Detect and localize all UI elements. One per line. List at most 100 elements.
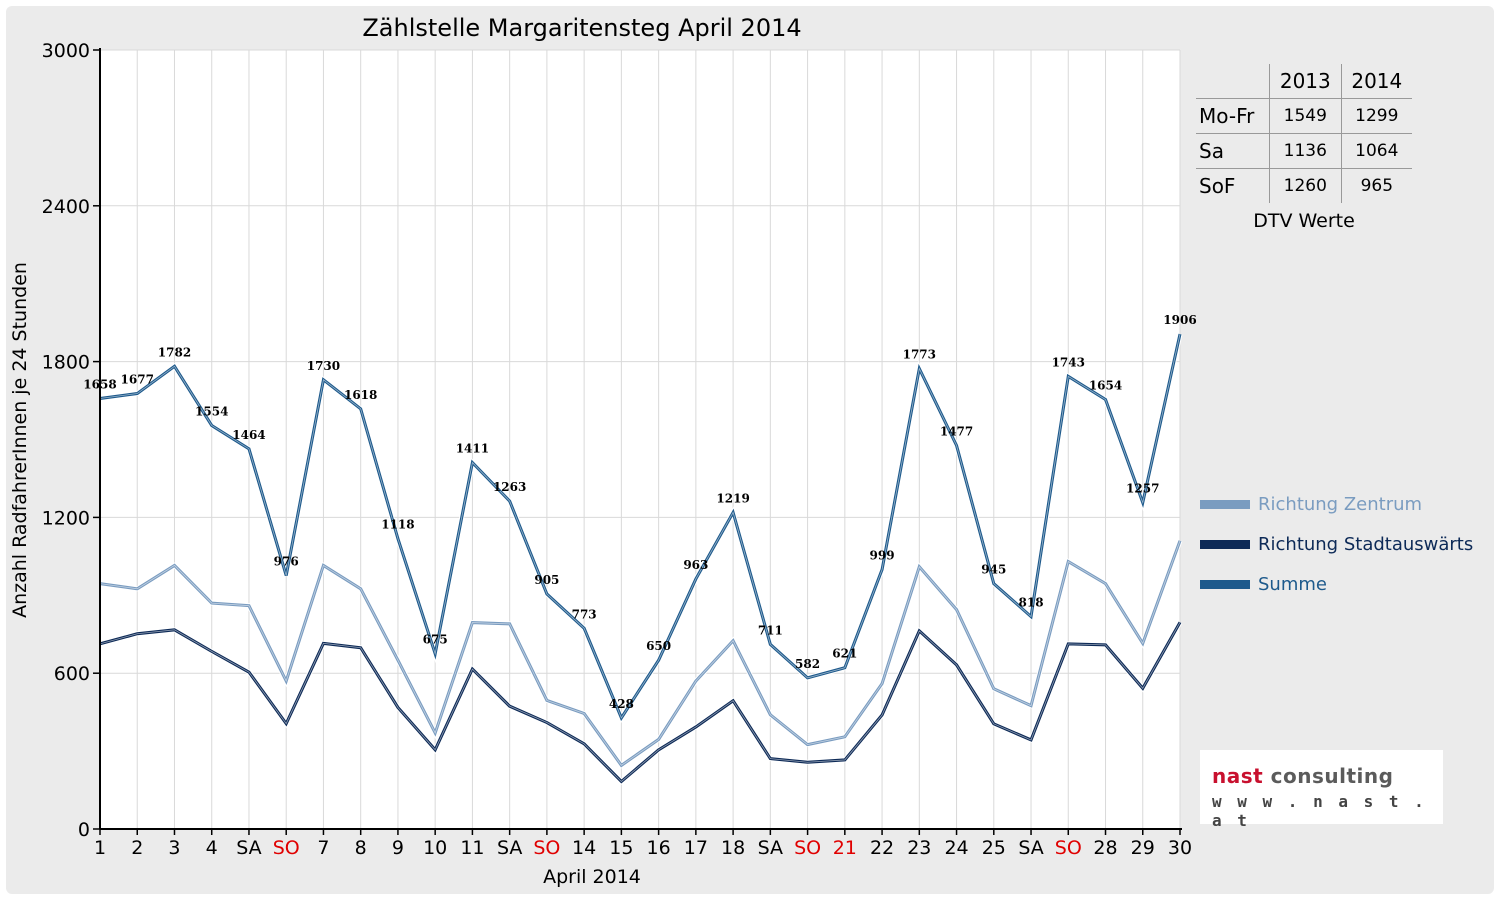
data-label: 621 — [832, 647, 857, 661]
data-label: 1906 — [1163, 313, 1196, 327]
data-label: 1654 — [1089, 379, 1122, 393]
dtv-value: 1549 — [1269, 98, 1342, 134]
y-tick-label: 0 — [78, 819, 90, 841]
data-label: 963 — [683, 558, 708, 572]
x-tick-label: 28 — [1093, 837, 1117, 859]
x-tick-label: 9 — [392, 837, 404, 859]
x-tick-label: 2 — [131, 837, 143, 859]
dtv-header-empty — [1196, 64, 1270, 99]
data-label: 945 — [981, 563, 1006, 577]
dtv-row-label: Sa — [1196, 133, 1270, 169]
data-label: 1263 — [493, 480, 526, 494]
logo-url: w w w . n a s t . a t — [1212, 792, 1427, 830]
dtv-value: 965 — [1340, 168, 1412, 203]
x-tick-label: 25 — [982, 837, 1006, 859]
dtv-row: Mo-Fr 1549 1299 — [1196, 98, 1412, 134]
x-tick-label: 3 — [168, 837, 180, 859]
data-label: 1658 — [83, 377, 116, 391]
series-highlight — [99, 540, 1181, 766]
dtv-col-2014: 2014 — [1340, 64, 1412, 99]
data-label: 711 — [758, 623, 783, 637]
x-tick-label: SA — [758, 837, 783, 859]
x-tick-label: 1 — [94, 837, 106, 859]
dtv-row-label: SoF — [1196, 168, 1270, 203]
x-tick-label: 4 — [206, 837, 218, 859]
y-axis-label: Anzahl RadfahrerInnen je 24 Stunden — [9, 262, 31, 618]
legend-item-stadtauswaerts: Richtung Stadtauswärts — [1200, 532, 1473, 556]
legend-swatch-summe — [1200, 579, 1250, 589]
legend-swatch-stadtauswaerts — [1200, 539, 1250, 549]
x-tick-label: 30 — [1168, 837, 1192, 859]
dtv-value: 1136 — [1269, 133, 1342, 169]
x-tick-label: SA — [236, 837, 261, 859]
x-tick-label: 16 — [647, 837, 671, 859]
data-label: 905 — [534, 573, 559, 587]
data-label: 1257 — [1126, 482, 1159, 496]
data-label: 1743 — [1052, 355, 1085, 369]
data-label: 1782 — [158, 345, 191, 359]
dtv-value: 1064 — [1340, 133, 1412, 169]
legend-label-summe: Summe — [1258, 573, 1327, 595]
dtv-value: 1299 — [1340, 98, 1412, 134]
x-tick-label: SA — [497, 837, 522, 859]
series-highlight — [99, 622, 1181, 783]
dtv-row-label: Mo-Fr — [1196, 98, 1270, 134]
plot-area — [100, 50, 1180, 829]
y-tick-label: 2400 — [42, 196, 90, 218]
data-label: 428 — [609, 697, 634, 711]
y-tick-label: 600 — [54, 663, 90, 685]
dtv-value: 1260 — [1269, 168, 1342, 203]
data-label: 650 — [646, 639, 671, 653]
data-label: 1730 — [307, 359, 340, 373]
x-tick-label: 11 — [460, 837, 484, 859]
data-label: 1477 — [940, 424, 973, 438]
x-tick-label: 8 — [355, 837, 367, 859]
x-tick-label: SO — [273, 837, 300, 859]
dtv-caption: DTV Werte — [1253, 210, 1355, 232]
x-axis-label: April 2014 — [543, 866, 641, 888]
dtv-row: SoF 1260 965 — [1196, 168, 1412, 203]
x-tick-label: SO — [794, 837, 821, 859]
x-tick-label: 10 — [423, 837, 447, 859]
x-tick-label: SO — [533, 837, 560, 859]
x-tick-label: 7 — [317, 837, 329, 859]
data-label: 1618 — [344, 388, 377, 402]
legend-label-stadtauswaerts: Richtung Stadtauswärts — [1258, 533, 1474, 555]
x-tick-label: 14 — [572, 837, 596, 859]
data-label: 675 — [423, 633, 448, 647]
x-tick-label: 21 — [833, 837, 857, 859]
legend-item-summe: Summe — [1200, 572, 1327, 596]
legend-label-zentrum: Richtung Zentrum — [1258, 493, 1423, 515]
data-label: 1677 — [121, 373, 154, 387]
dtv-col-2013: 2013 — [1269, 64, 1342, 99]
legend-item-zentrum: Richtung Zentrum — [1200, 492, 1422, 516]
x-tick-label: 17 — [684, 837, 708, 859]
series-highlight — [99, 333, 1181, 719]
data-label: 582 — [795, 657, 820, 671]
y-tick-label: 1800 — [42, 352, 90, 374]
x-tick-label: 23 — [907, 837, 931, 859]
x-tick-label: 22 — [870, 837, 894, 859]
data-label: 976 — [274, 555, 299, 569]
dtv-table: 2013 2014 Mo-Fr 1549 1299 Sa 1136 1064 S… — [1196, 64, 1412, 203]
chart-title: Zählstelle Margaritensteg April 2014 — [362, 14, 801, 42]
data-label: 1554 — [195, 404, 228, 418]
grid-lines — [99, 49, 1181, 830]
legend-swatch-zentrum — [1200, 499, 1250, 509]
logo: nast consulting w w w . n a s t . a t — [1200, 750, 1443, 830]
data-label: 1411 — [456, 442, 489, 456]
data-label: 1219 — [716, 491, 749, 505]
data-label: 773 — [572, 607, 597, 621]
data-labels: 1658 1677 1782 1554 1464 976 1730 1618 1118 675 14… — [83, 313, 1196, 711]
series-lines — [99, 333, 1183, 785]
x-tick-label: SA — [1018, 837, 1043, 859]
data-label: 1118 — [381, 518, 414, 532]
logo-name: nast consulting — [1212, 764, 1394, 788]
data-label: 999 — [870, 549, 895, 563]
data-label: 1464 — [232, 428, 265, 442]
x-tick-label: 24 — [944, 837, 968, 859]
data-label: 1773 — [903, 348, 936, 362]
x-tick-label: SO — [1055, 837, 1082, 859]
